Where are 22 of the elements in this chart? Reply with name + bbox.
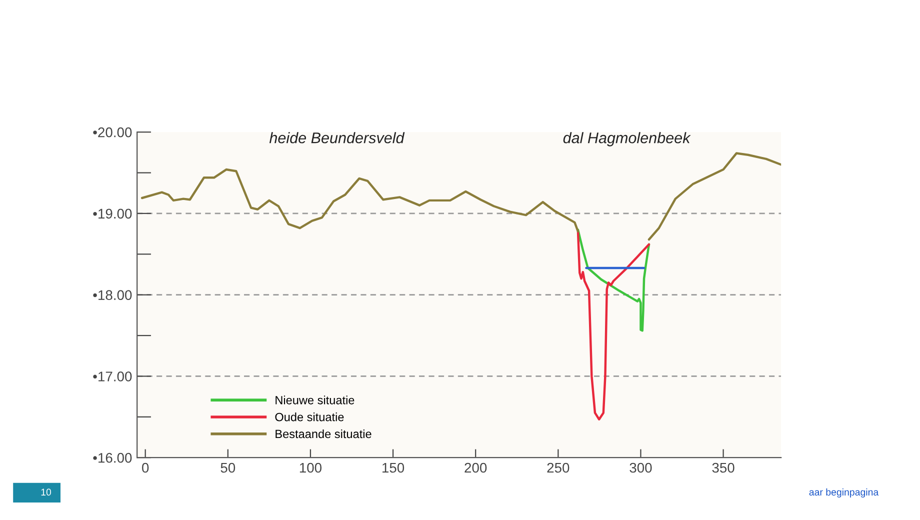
line-series: [576, 228, 650, 332]
text: aar beginpagina: [809, 488, 879, 498]
x-tick-label: 150: [382, 462, 404, 473]
y-tick-label: •20.00: [93, 127, 132, 138]
legend-label: Bestaande situatie: [276, 429, 372, 438]
x-tick-label: 0: [142, 462, 149, 473]
x-tick-label: 300: [630, 462, 652, 473]
annotation: dal Hagmolenbeek: [563, 132, 691, 146]
x-tick-label: 100: [300, 462, 322, 473]
x-tick-label: 350: [712, 462, 734, 473]
legend-label: Nieuwe situatie: [276, 396, 354, 404]
x-tick-label: 50: [220, 462, 236, 473]
text: 10: [41, 488, 52, 496]
y-tick-label: •16.00: [93, 452, 132, 463]
x-tick-label: 200: [464, 462, 487, 473]
x-tick-label: 250: [547, 462, 570, 473]
y-tick-label: •18.00: [93, 290, 132, 300]
line-series: [576, 230, 650, 420]
y-tick-label: •19.00: [93, 208, 132, 219]
annotation: heide Beundersveld: [269, 132, 405, 144]
legend-label: Oude situatie: [275, 412, 344, 422]
y-tick-label: •17.00: [93, 372, 132, 382]
